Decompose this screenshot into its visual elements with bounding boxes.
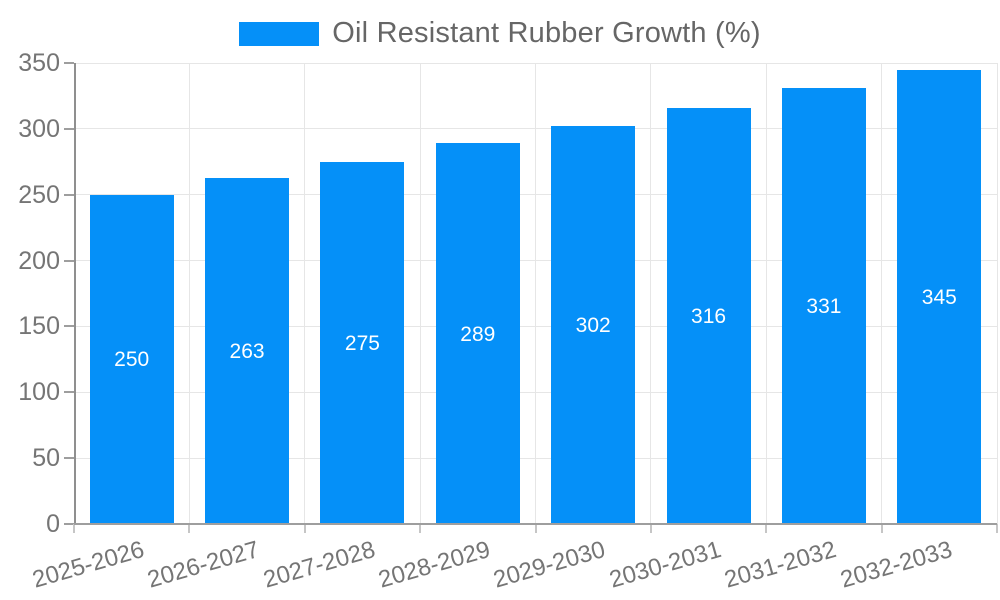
y-axis-tick-label: 100 — [18, 378, 60, 407]
bar-2026-2027[interactable] — [205, 177, 290, 524]
bar-2028-2029[interactable] — [435, 143, 520, 524]
v-gridline — [650, 63, 652, 524]
v-gridline — [188, 63, 190, 524]
x-axis-tick — [188, 524, 191, 533]
y-axis-tick-label: 150 — [18, 312, 60, 341]
bar-value-label: 345 — [921, 285, 957, 309]
x-axis-line — [74, 523, 997, 525]
legend-swatch-icon — [239, 21, 320, 46]
bar-value-label: 263 — [229, 339, 265, 363]
legend-label: Oil Resistant Rubber Growth (%) — [332, 17, 761, 49]
bar-value-label: 250 — [114, 348, 150, 372]
x-axis-tick-label: 2028-2029 — [375, 536, 494, 594]
v-gridline — [535, 63, 536, 524]
y-axis-tick — [64, 391, 74, 394]
bar-value-label: 316 — [691, 304, 727, 328]
y-axis-tick-label: 300 — [18, 114, 60, 143]
plot-area: 0 50 100 150 200 250 300 350 250 2025-2026 263 2026… — [18, 51, 998, 594]
v-gridline — [304, 63, 306, 524]
y-axis-line — [74, 63, 76, 524]
x-axis-tick — [73, 524, 75, 533]
y-axis-tick — [64, 457, 74, 460]
y-axis-tick — [64, 259, 74, 262]
bar-value-label: 275 — [344, 331, 380, 355]
x-axis-tick-label: 2025-2026 — [29, 536, 148, 594]
y-axis-tick-label: 50 — [32, 444, 60, 473]
y-axis-tick — [64, 193, 74, 196]
bar-2032-2033[interactable] — [897, 69, 982, 524]
bar-value-label: 289 — [460, 322, 496, 346]
bar-2029-2030[interactable] — [551, 126, 636, 524]
bar-2030-2031[interactable] — [666, 107, 751, 524]
v-gridline — [765, 63, 767, 524]
x-axis-tick-label: 2030-2031 — [606, 536, 725, 594]
bar-value-label: 331 — [806, 295, 842, 318]
y-axis-tick-label: 350 — [18, 49, 60, 77]
x-axis-tick — [765, 524, 768, 533]
x-axis-tick — [649, 524, 652, 533]
y-axis-tick-label: 200 — [18, 246, 60, 275]
v-gridline — [881, 63, 883, 524]
y-axis-tick — [64, 325, 74, 328]
legend-item[interactable]: Oil Resistant Rubber Growth (%) — [0, 17, 1000, 50]
y-axis-tick — [64, 523, 74, 525]
x-axis-tick — [880, 524, 883, 533]
x-axis-tick-label: 2032-2033 — [836, 536, 955, 594]
v-gridline — [419, 63, 421, 524]
x-axis-tick-label: 2029-2030 — [490, 536, 609, 594]
x-axis-tick-label: 2027-2028 — [260, 536, 378, 594]
y-axis-tick — [64, 127, 74, 130]
x-axis-tick — [303, 524, 306, 533]
x-axis-tick — [419, 524, 422, 533]
bar-2031-2032[interactable] — [781, 88, 866, 524]
x-axis-tick — [996, 524, 998, 533]
x-axis-tick — [534, 524, 537, 533]
y-axis-tick-label: 0 — [46, 510, 60, 538]
x-axis-tick-label: 2026-2027 — [144, 536, 263, 594]
y-axis-tick — [64, 62, 74, 64]
bar-value-label: 302 — [575, 314, 611, 338]
bar-2027-2028[interactable] — [320, 161, 405, 524]
x-axis-tick-label: 2031-2032 — [721, 536, 840, 594]
y-axis-tick-label: 250 — [18, 180, 60, 209]
bar-2025-2026[interactable] — [89, 194, 174, 524]
v-gridline — [996, 63, 998, 524]
